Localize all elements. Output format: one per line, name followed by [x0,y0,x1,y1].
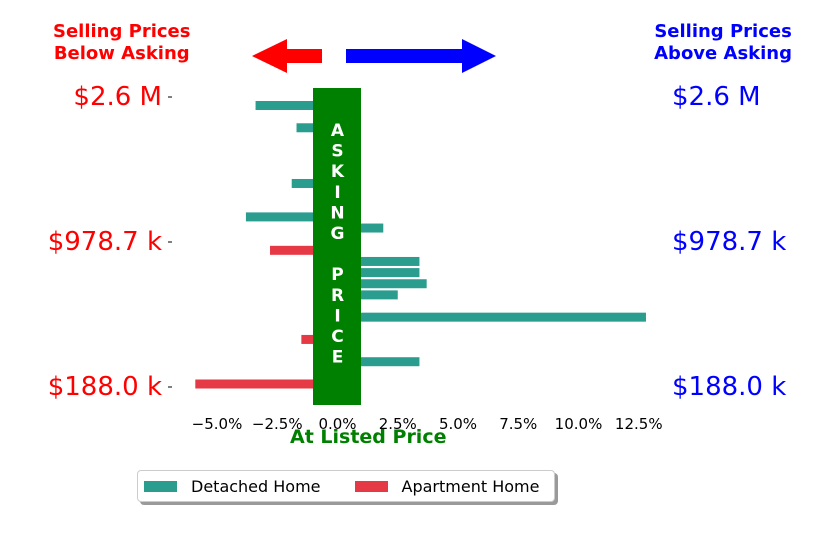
legend-label-apartment: Apartment Home [401,476,540,496]
x-tick-label: 12.5% [615,415,663,433]
detached-bar [255,101,338,110]
legend-swatch-detached [144,480,177,492]
x-tick-label: −5.0% [192,415,243,433]
x-tick-label: 0.0% [318,415,356,433]
detached-bar [245,212,338,222]
legend-item-detached: Detached Home [144,477,321,496]
legend-item-apartment: Apartment Home [354,476,540,496]
asking-price-band [313,88,361,405]
asking-letter: A [331,121,345,141]
price-label-left-bottom: $188.0 k [47,372,162,402]
detached-bar [337,357,420,367]
asking-letter: P [331,265,343,285]
asking-letter: R [331,286,344,306]
above-asking-line1: Selling Prices [654,21,792,42]
x-axis-label: At Listed Price [290,426,447,448]
above-asking-heading: Selling Prices Above Asking [654,21,792,65]
apartment-bar [195,379,338,389]
detached-bar [337,268,420,278]
legend-label-detached: Detached Home [191,476,321,496]
asking-letter: I [334,183,340,203]
left-arrow-icon [252,39,322,73]
asking-letter: S [331,142,343,162]
x-tick-label: 10.0% [555,415,603,433]
price-label-right-mid: $978.7 k [672,227,787,257]
below-asking-line2: Below Asking [53,43,190,64]
x-tick-label: 7.5% [499,415,537,433]
legend: Detached Home Apartment Home [137,470,555,502]
asking-letter: N [330,203,344,223]
above-asking-line2: Above Asking [654,43,792,64]
below-asking-heading: Selling Prices Below Asking [53,21,190,65]
detached-bar [337,256,420,266]
price-label-left-mid: $978.7 k [47,227,162,257]
detached-bar [337,290,398,300]
asking-letter: C [331,327,343,347]
x-tick-label: 5.0% [439,415,477,433]
legend-swatch-apartment [354,480,388,492]
price-label-right-bottom: $188.0 k [672,372,787,402]
below-asking-line1: Selling Prices [53,21,191,42]
x-tick-label: 2.5% [379,415,417,433]
detached-bar [337,279,427,289]
detached-bar [337,312,646,322]
price-label-right-top: $2.6 M [672,82,761,112]
asking-letter: G [331,224,345,244]
asking-letter: E [332,348,344,368]
asking-letter: K [331,162,345,182]
asking-letter: I [334,306,340,326]
price-label-left-top: $2.6 M [73,82,162,112]
x-tick-label: −2.5% [252,415,303,433]
apartment-bar [270,245,338,255]
right-arrow-icon [346,39,496,73]
